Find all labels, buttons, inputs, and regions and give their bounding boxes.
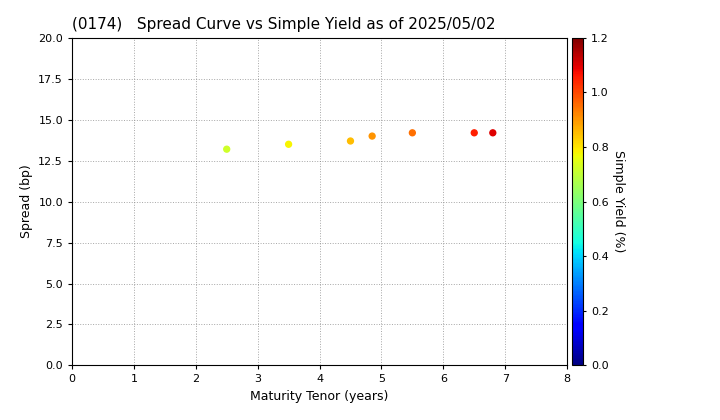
- Point: [345, 138, 356, 144]
- X-axis label: Maturity Tenor (years): Maturity Tenor (years): [251, 390, 389, 403]
- Point: [407, 129, 418, 136]
- Point: [469, 129, 480, 136]
- Point: [487, 129, 498, 136]
- Point: [366, 133, 378, 139]
- Text: (0174)   Spread Curve vs Simple Yield as of 2025/05/02: (0174) Spread Curve vs Simple Yield as o…: [72, 18, 495, 32]
- Point: [283, 141, 294, 147]
- Point: [221, 146, 233, 152]
- Y-axis label: Simple Yield (%): Simple Yield (%): [612, 150, 625, 253]
- Y-axis label: Spread (bp): Spread (bp): [19, 165, 32, 239]
